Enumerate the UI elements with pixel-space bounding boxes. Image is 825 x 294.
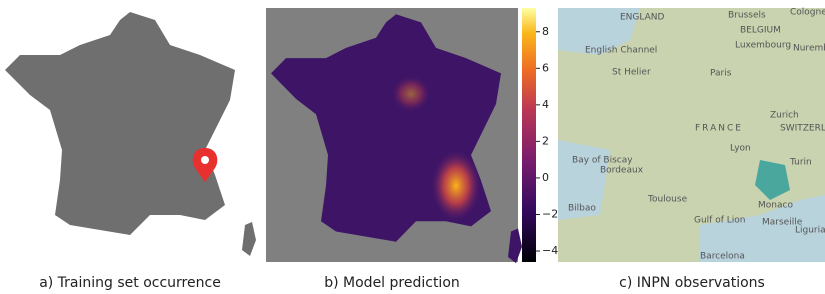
colorbar	[522, 8, 536, 262]
map-label: Brussels	[728, 11, 766, 21]
map-label: Zurich	[770, 111, 799, 121]
pin-dot	[201, 156, 209, 164]
map-label: Bay of Biscay	[572, 156, 633, 166]
map-label: ENGLAND	[620, 13, 665, 23]
colorbar-tick-label: −2	[542, 207, 558, 220]
colorbar-tick-label: 0	[542, 171, 549, 184]
colorbar-tick-label: 6	[542, 61, 549, 74]
map-label: Toulouse	[647, 195, 688, 205]
colorbar-tick-label: 2	[542, 134, 549, 147]
map-label: Nuremb	[793, 44, 825, 54]
panel-a: a) Training set occurrence	[5, 12, 256, 291]
figure: a) Training set occurrence −4 −2 0 2 4 6 8 b) …	[0, 0, 825, 294]
colorbar-tick-label: −4	[542, 244, 558, 257]
colorbar-tick-label: 8	[542, 25, 549, 38]
caption: a) Training set occurrence	[39, 275, 221, 291]
france-map	[5, 12, 256, 256]
map-label: Bordeaux	[600, 166, 644, 176]
map-label: St Helier	[612, 68, 651, 78]
map-label: Ligurian Sea	[795, 226, 825, 236]
map-label: Cologne	[790, 8, 825, 18]
map-label: Lyon	[730, 144, 751, 154]
map-label: FRANCE	[695, 124, 743, 134]
hotspot	[431, 150, 481, 221]
caption: b) Model prediction	[324, 275, 460, 291]
panel-b: −4 −2 0 2 4 6 8 b) Model prediction	[266, 8, 558, 291]
map-label: Monaco	[758, 201, 793, 211]
map-label: Bilbao	[568, 204, 596, 214]
map-label: English Channel	[585, 46, 657, 56]
colorbar-tick-label: 4	[542, 98, 549, 111]
hotspot	[391, 75, 431, 112]
map-label: BELGIUM	[740, 26, 781, 36]
caption: c) INPN observations	[619, 275, 765, 291]
map-label: Gulf of Lion	[694, 216, 745, 226]
map-label: SWITZERLAND	[780, 124, 825, 134]
map-label: Barcelona	[700, 252, 745, 262]
map-label: Paris	[710, 69, 732, 79]
map-label: Luxembourg	[735, 41, 791, 51]
map-label: Turin	[789, 158, 812, 168]
